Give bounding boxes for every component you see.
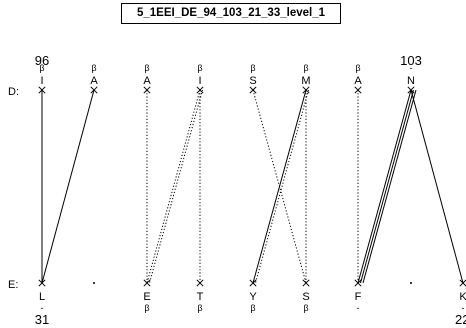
dotted-link: [255, 89, 309, 284]
links-layer: [41, 89, 464, 284]
solid-link: [410, 89, 464, 284]
top-start-number: 96: [35, 53, 49, 68]
bottom-residue-marker: [143, 279, 151, 287]
bottom-residue-ss: β: [144, 303, 149, 313]
bottom-residue-marker: [459, 279, 466, 287]
top-residue-marker: [143, 86, 151, 94]
bottom-residue-ss: β: [197, 303, 202, 313]
cross-stroke: [354, 279, 362, 287]
top-residue-marker: [354, 86, 362, 94]
solid-link: [362, 89, 417, 284]
cross-stroke: [407, 86, 415, 94]
top-residue-marker: [407, 86, 415, 94]
bottom-residue-marker: [354, 279, 362, 287]
top-residue-letter: A: [354, 75, 362, 87]
bottom-residue-ss: -: [462, 303, 465, 313]
solid-link: [41, 89, 95, 284]
cross-stroke: [459, 279, 466, 287]
bottom-residue-letter: S: [302, 291, 309, 303]
top-residue-letter: I: [40, 75, 43, 87]
top-residue-ss: β: [144, 63, 149, 73]
cross-stroke: [143, 86, 151, 94]
bottom-residue-letter: F: [355, 291, 362, 303]
top-end-number: 103: [400, 53, 422, 68]
top-residue-letter: S: [249, 75, 256, 87]
bottom-residue-letter: L: [39, 291, 45, 303]
top-residue-ss: β: [91, 63, 96, 73]
top-residue-marker: [38, 86, 46, 94]
top-residue-ss: β: [303, 63, 308, 73]
bottom-residue-ss: β: [303, 303, 308, 313]
gap-dot: [410, 282, 412, 284]
bottom-residue-ss: β: [250, 303, 255, 313]
top-residue-letter: A: [90, 75, 98, 87]
cross-stroke: [90, 86, 98, 94]
cross-stroke: [302, 279, 310, 287]
bottom-residue-letter: K: [459, 291, 466, 303]
bottom-residue-marker: [302, 279, 310, 287]
top-residue-ss: β: [355, 63, 360, 73]
top-residue-letter: A: [143, 75, 151, 87]
solid-link: [357, 89, 412, 284]
top-residue-marker: [196, 86, 204, 94]
top-residue-marker: [249, 86, 257, 94]
cross-stroke: [302, 86, 310, 94]
solid-link: [252, 89, 307, 284]
top-residue-letter: I: [198, 75, 201, 87]
top-residue-marker: [90, 86, 98, 94]
top-residue-letter: N: [407, 75, 415, 87]
bottom-residue-letter: T: [197, 291, 204, 303]
cross-stroke: [143, 279, 151, 287]
top-residue-ss: β: [39, 63, 44, 73]
bottom-residue-ss: -: [41, 303, 44, 313]
bottom-end-number: 22: [455, 312, 466, 327]
top-residue-letter: M: [301, 75, 310, 87]
bottom-residue-marker: [249, 279, 257, 287]
top-residue-ss: β: [197, 63, 202, 73]
gap-dot: [93, 282, 95, 284]
top-chain-label: D:: [8, 86, 19, 98]
cross-stroke: [249, 86, 257, 94]
cross-stroke: [38, 279, 46, 287]
bottom-residue-letter: E: [143, 291, 150, 303]
dotted-link: [146, 89, 201, 284]
bottom-start-number: 31: [35, 312, 49, 327]
cross-stroke: [354, 86, 362, 94]
bottom-residue-marker: [196, 279, 204, 287]
dotted-link: [149, 89, 203, 284]
cross-stroke: [196, 86, 204, 94]
cross-stroke: [249, 279, 257, 287]
bottom-residue-letter: Y: [249, 291, 257, 303]
top-residue-ss: β: [250, 63, 255, 73]
top-residue-marker: [302, 86, 310, 94]
bottom-residue-marker: [38, 279, 46, 287]
solid-link: [360, 89, 414, 284]
cross-stroke: [196, 279, 204, 287]
bottom-chain-label: E:: [8, 279, 18, 291]
top-residue-ss: -: [410, 63, 413, 73]
diagram-title: 5_1EEI_DE_94_103_21_33_level_1: [121, 3, 341, 24]
bottom-residue-ss: -: [357, 303, 360, 313]
cross-stroke: [38, 86, 46, 94]
